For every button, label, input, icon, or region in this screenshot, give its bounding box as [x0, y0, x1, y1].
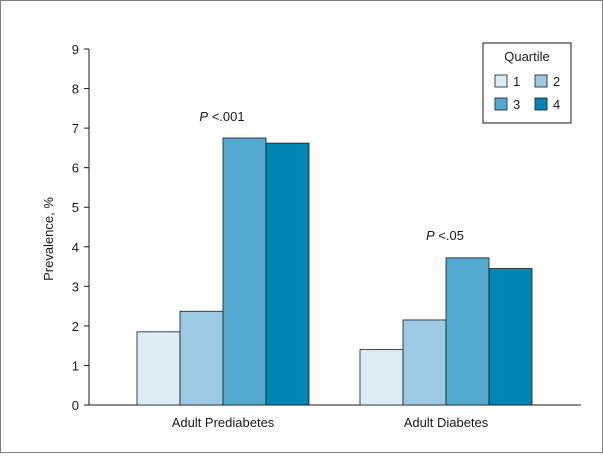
x-tick-labels: Adult Prediabetes Adult Diabetes: [172, 415, 489, 430]
y-ticks: 0 1 2 3 4 5 6 7 8 9: [72, 42, 89, 413]
legend: Quartile 1 2 3 4: [482, 42, 572, 124]
bar-q2-diabetes: [402, 319, 447, 406]
y-tick-label: 2: [72, 319, 79, 334]
annotations: P <.001 P <.05: [199, 109, 464, 243]
legend-label-q3: 3: [513, 97, 520, 112]
y-tick-label: 0: [72, 398, 79, 413]
x-tick-label: Adult Diabetes: [404, 415, 489, 430]
bar-q4-prediabetes: [265, 142, 310, 406]
p-value-annotation: P <.001: [199, 109, 244, 124]
y-tick-label: 4: [72, 240, 79, 255]
x-tick-label: Adult Prediabetes: [172, 415, 275, 430]
bar-q1-diabetes: [359, 349, 404, 406]
bar-q3-prediabetes: [222, 137, 267, 406]
y-tick-label: 7: [72, 121, 79, 136]
legend-swatch-q3: [494, 97, 508, 111]
legend-swatch-q2: [534, 74, 548, 88]
y-tick-label: 1: [72, 358, 79, 373]
bar-q1-prediabetes: [136, 331, 181, 406]
legend-swatch-q4: [534, 97, 548, 111]
y-tick-label: 6: [72, 161, 79, 176]
y-tick-label: 3: [72, 279, 79, 294]
y-tick-label: 9: [72, 42, 79, 57]
bar-q2-prediabetes: [179, 310, 224, 406]
legend-label-q2: 2: [553, 74, 560, 89]
legend-swatch-q1: [494, 74, 508, 88]
legend-label-q4: 4: [553, 97, 560, 112]
y-tick-label: 5: [72, 200, 79, 215]
bar-q3-diabetes: [445, 257, 490, 406]
y-tick-label: 8: [72, 82, 79, 97]
bars: [136, 137, 533, 406]
y-axis-label: Prevalence, %: [41, 197, 56, 281]
bar-q4-diabetes: [488, 268, 533, 406]
p-value-annotation: P <.05: [426, 228, 464, 243]
legend-label-q1: 1: [513, 74, 520, 89]
legend-title: Quartile: [504, 49, 550, 64]
